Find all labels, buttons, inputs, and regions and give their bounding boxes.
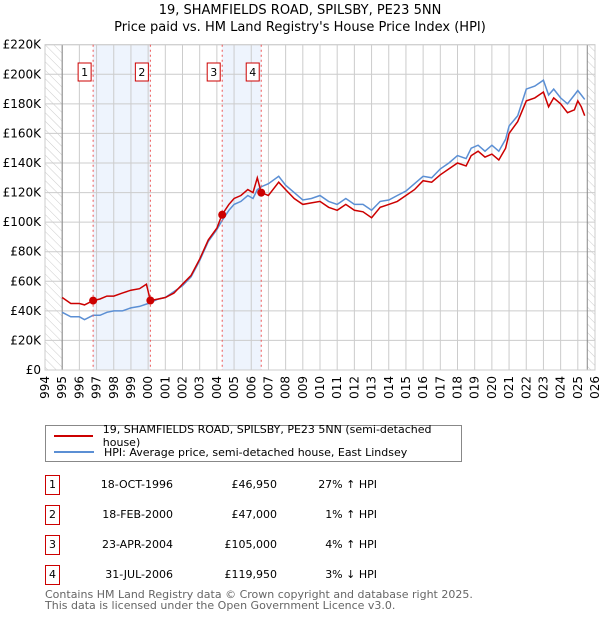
x-tick-label: 2011 <box>330 376 344 400</box>
transaction-number: 4 <box>45 565 60 585</box>
x-tick-label: 2009 <box>296 376 310 400</box>
transaction-hpi-diff: 1% ↑ HPI <box>325 508 377 521</box>
sale-point <box>218 210 227 219</box>
x-tick-label: 1994 <box>38 376 52 400</box>
transaction-date: 23-APR-2004 <box>101 538 173 551</box>
price-chart: 1994 1995 1996 1997 1998 1999 2000 2001 2002 2003… <box>3 38 600 400</box>
x-tick-label: 2015 <box>399 376 413 400</box>
y-tick-label: £100K <box>3 215 43 229</box>
footer-licence: This data is licensed under the Open Gov… <box>45 599 396 612</box>
x-tick-label: 2008 <box>279 376 293 400</box>
x-tick-label: 2013 <box>365 376 379 400</box>
x-tick-label: 2023 <box>536 376 550 400</box>
x-tick-label: 1995 <box>55 376 69 400</box>
chart-legend: 19, SHAMFIELDS ROAD, SPILSBY, PE23 5NN (… <box>45 423 462 462</box>
sale-label-box <box>77 62 92 82</box>
x-tick-label: 2010 <box>313 376 327 400</box>
x-tick-label: 2004 <box>210 376 224 400</box>
chart-subtitle: Price paid vs. HM Land Registry's House … <box>114 20 486 35</box>
sale-label-box <box>206 62 221 82</box>
legend-label: HPI: Average price, semi-detached house,… <box>104 445 408 459</box>
y-tick-label: £160K <box>3 126 43 140</box>
hpi-line <box>61 79 586 321</box>
transaction-hpi-diff: 4% ↑ HPI <box>325 538 377 551</box>
sale-label-box <box>134 62 149 82</box>
transaction-number: 2 <box>45 505 60 525</box>
transaction-number: 1 <box>45 475 60 495</box>
transaction-hpi-diff: 27% ↑ HPI <box>318 478 377 491</box>
shaded-range <box>222 44 262 370</box>
transaction-price: £47,000 <box>231 508 278 521</box>
x-tick-label: 2007 <box>261 376 275 400</box>
y-tick-label: £0 <box>26 363 41 377</box>
transaction-row: 3 23-APR-2004 £105,000 4% ↑ HPI <box>45 535 465 555</box>
x-tick-label: 2021 <box>502 376 516 400</box>
plot-frame <box>44 44 596 371</box>
x-tick-label: 2002 <box>176 376 190 400</box>
sale-point <box>146 296 155 305</box>
y-tick-label: £140K <box>3 156 43 170</box>
x-tick-label: 2006 <box>244 376 258 400</box>
sale-point <box>89 296 98 305</box>
y-tick-label: £60K <box>10 274 42 288</box>
y-tick-label: £40K <box>10 304 42 318</box>
transaction-row: 2 18-FEB-2000 £47,000 1% ↑ HPI <box>45 505 465 525</box>
x-tick-label: 1998 <box>107 376 121 400</box>
sale-label: 4 <box>249 66 256 79</box>
sale-label: 2 <box>138 66 145 79</box>
y-tick-label: £180K <box>3 97 43 111</box>
y-tick-label: £120K <box>3 186 43 200</box>
x-tick-label: 2014 <box>382 376 396 400</box>
x-tick-label: 2016 <box>416 376 430 400</box>
x-tick-label: 2012 <box>347 376 361 400</box>
x-tick-label: 1999 <box>124 376 138 400</box>
x-tick-label: 2000 <box>141 376 155 400</box>
sale-label-box <box>245 62 260 82</box>
legend-label: 19, SHAMFIELDS ROAD, SPILSBY, PE23 5NN (… <box>102 423 432 449</box>
x-tick-label: 2018 <box>451 376 465 400</box>
transaction-date: 18-OCT-1996 <box>100 478 173 491</box>
legend-item-hpi: HPI: Average price, semi-detached house,… <box>54 444 407 460</box>
x-tick-label: 2022 <box>519 376 533 400</box>
sale-label: 1 <box>81 66 88 79</box>
transaction-price: £119,950 <box>224 568 278 581</box>
hatched-range <box>587 44 595 370</box>
transaction-row: 4 31-JUL-2006 £119,950 3% ↓ HPI <box>45 565 465 585</box>
x-tick-label: 1996 <box>72 376 86 400</box>
legend-swatch-blue <box>54 451 94 453</box>
footer-copyright: Contains HM Land Registry data © Crown c… <box>45 588 473 601</box>
sale-label: 3 <box>210 66 217 79</box>
transaction-number: 3 <box>45 535 60 555</box>
transaction-hpi-diff: 3% ↓ HPI <box>325 568 377 581</box>
shaded-range <box>93 44 151 370</box>
transaction-price: £105,000 <box>224 538 278 551</box>
x-tick-label: 2025 <box>571 376 585 400</box>
y-tick-label: £20K <box>10 333 42 347</box>
legend-swatch-red <box>54 435 93 437</box>
x-tick-label: 2019 <box>468 376 482 400</box>
sale-point <box>257 188 266 197</box>
y-tick-label: £80K <box>10 245 42 259</box>
chart-title: 19, SHAMFIELDS ROAD, SPILSBY, PE23 5NN <box>158 3 442 18</box>
x-tick-label: 1997 <box>90 376 104 400</box>
y-tick-label: £220K <box>3 38 43 52</box>
x-tick-label: 2024 <box>554 376 568 400</box>
hatched-range <box>45 44 63 370</box>
transaction-price: £46,950 <box>231 478 278 491</box>
x-tick-label: 2003 <box>193 376 207 400</box>
x-tick-label: 2017 <box>433 376 447 400</box>
x-tick-label: 2001 <box>158 376 172 400</box>
legend-item-property: 19, SHAMFIELDS ROAD, SPILSBY, PE23 5NN (… <box>54 423 461 449</box>
x-tick-label: 2020 <box>485 376 499 400</box>
x-tick-label: 2005 <box>227 376 241 400</box>
x-tick-label: 2026 <box>588 376 600 400</box>
transaction-date: 31-JUL-2006 <box>105 568 173 581</box>
transaction-row: 1 18-OCT-1996 £46,950 27% ↑ HPI <box>45 475 465 495</box>
transaction-date: 18-FEB-2000 <box>102 508 173 521</box>
y-tick-label: £200K <box>3 67 43 81</box>
